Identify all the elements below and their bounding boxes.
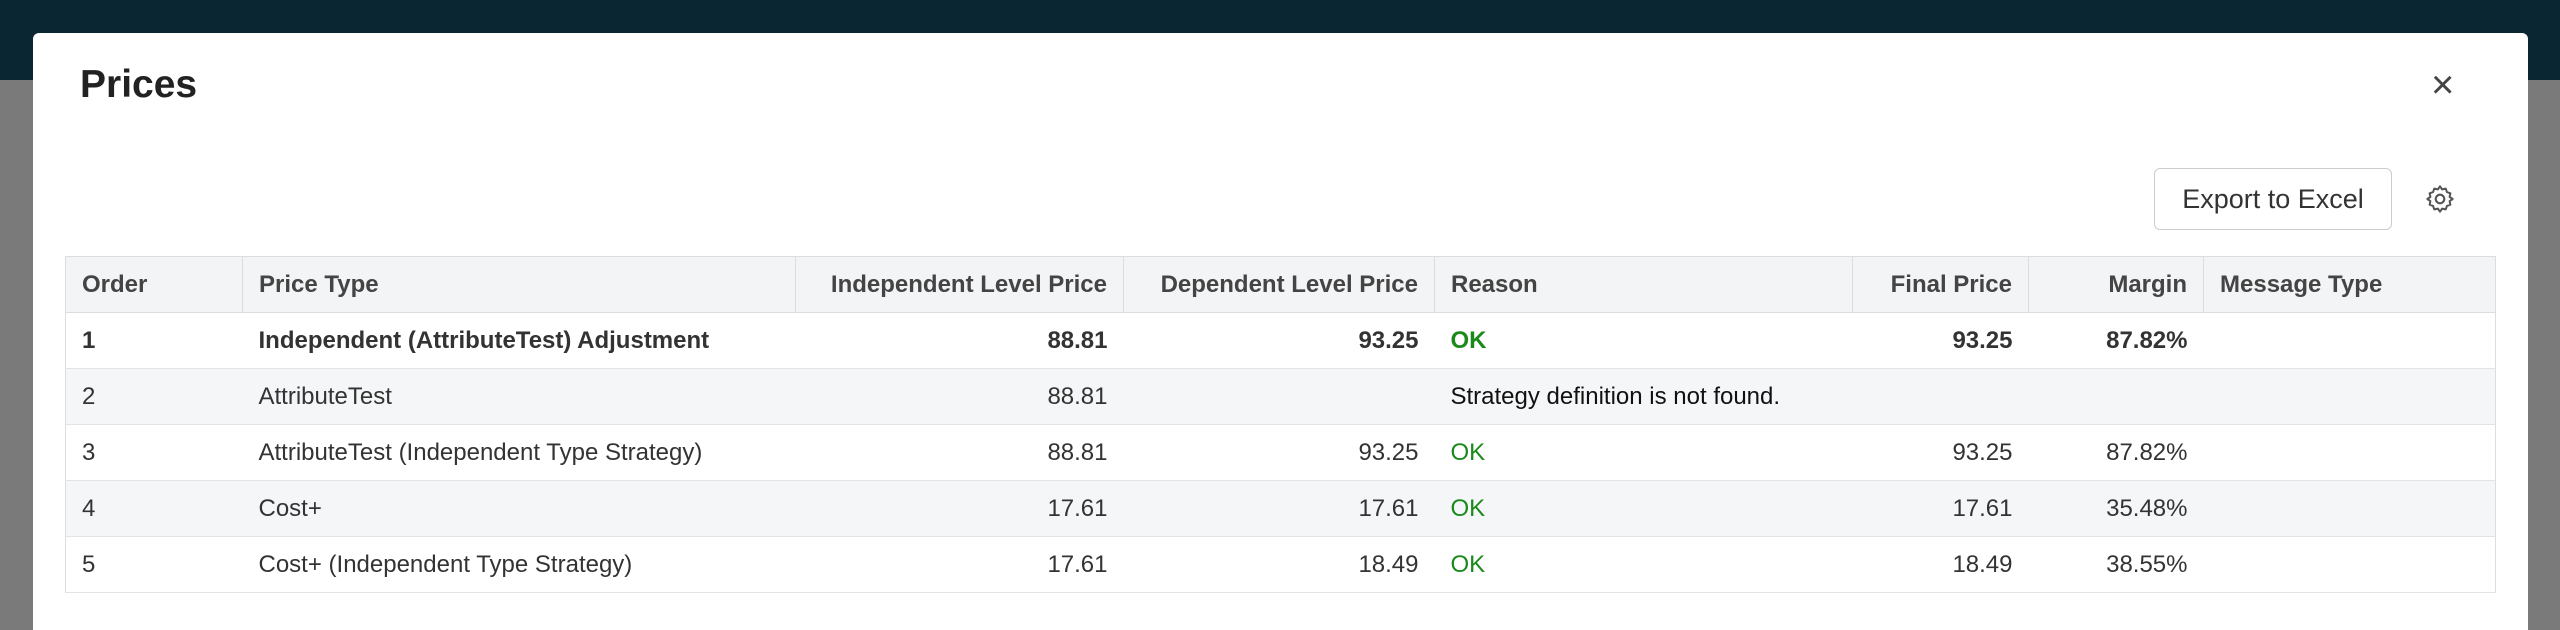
table-cell: OK <box>1434 312 1853 369</box>
table-cell: AttributeTest <box>242 368 796 425</box>
header-row: Order Price Type Independent Level Price De… <box>65 256 2496 313</box>
table-cell: 17.61 <box>1123 480 1435 537</box>
cell-text: 38.55% <box>2106 550 2188 578</box>
table-cell: Independent (AttributeTest) Adjustment <box>242 312 796 369</box>
cell-text: 3 <box>82 438 96 466</box>
cell-text: 93.25 <box>1358 438 1419 466</box>
cell-text: 93.25 <box>1952 326 2013 354</box>
table-cell: AttributeTest (Independent Type Strategy… <box>242 424 796 481</box>
table-cell <box>1123 368 1435 425</box>
table-cell <box>1852 368 2029 425</box>
cell-text: 87.82% <box>2106 326 2188 354</box>
table-cell: 17.61 <box>795 480 1124 537</box>
table-row: 4 Cost+ 17.61 17.61 OK 17.61 35.48% <box>65 480 2496 537</box>
cell-text: 1 <box>82 326 96 354</box>
table-cell: OK <box>1434 536 1853 593</box>
cell-text: 17.61 <box>1952 494 2013 522</box>
table-cell: 17.61 <box>795 536 1124 593</box>
column-header: Message Type <box>2203 256 2496 313</box>
table-cell: Strategy definition is not found. <box>1434 368 1853 425</box>
table-cell: 1 <box>65 312 243 369</box>
table-cell: 93.25 <box>1123 424 1435 481</box>
cell-text: Cost+ (Independent Type Strategy) <box>258 550 633 578</box>
column-header: Reason <box>1434 256 1853 313</box>
reason: OK <box>1450 550 1486 578</box>
cell-text: AttributeTest <box>258 382 392 410</box>
table-cell: Cost+ (Independent Type Strategy) <box>242 536 796 593</box>
table-row: 2 AttributeTest 88.81 Strategy definition i… <box>65 368 2496 425</box>
cell-text: 88.81 <box>1047 382 1108 410</box>
column-header: Dependent Level Price <box>1123 256 1435 313</box>
table-cell: 93.25 <box>1852 424 2029 481</box>
table-cell: 87.82% <box>2028 312 2204 369</box>
table-cell <box>2203 480 2496 537</box>
table-cell: 35.48% <box>2028 480 2204 537</box>
column-header: Price Type <box>242 256 796 313</box>
reason: OK <box>1450 438 1486 466</box>
cell-text: 18.49 <box>1358 550 1419 578</box>
table-cell <box>2028 368 2204 425</box>
column-header: Margin <box>2028 256 2204 313</box>
table-cell: 5 <box>65 536 243 593</box>
column-header: Order <box>65 256 243 313</box>
reason: OK <box>1450 326 1487 354</box>
table-cell: 88.81 <box>795 368 1124 425</box>
cell-text: 17.61 <box>1358 494 1419 522</box>
cell-text: 17.61 <box>1047 494 1108 522</box>
cell-text: 17.61 <box>1047 550 1108 578</box>
table-cell <box>2203 368 2496 425</box>
cell-text: 88.81 <box>1047 326 1108 354</box>
cell-text: Independent (AttributeTest) Adjustment <box>258 326 710 354</box>
table-cell <box>2203 536 2496 593</box>
reason: Strategy definition is not found. <box>1450 382 1781 410</box>
table-cell: Cost+ <box>242 480 796 537</box>
table-cell: 2 <box>65 368 243 425</box>
table-cell: 88.81 <box>795 424 1124 481</box>
cell-text: 35.48% <box>2106 494 2188 522</box>
settings-icon[interactable] <box>2424 183 2456 215</box>
cell-text: 4 <box>82 494 96 522</box>
table-cell <box>2203 424 2496 481</box>
table-cell: OK <box>1434 424 1853 481</box>
table-cell: 18.49 <box>1123 536 1435 593</box>
modal: Prices × Export to Excel Order Price Type… <box>33 33 2528 630</box>
table-cell <box>2203 312 2496 369</box>
table-row: 1 Independent (AttributeTest) Adjustment 8… <box>65 312 2496 369</box>
prices-table: Order Price Type Independent Level Price De… <box>65 256 2496 593</box>
table-cell: 38.55% <box>2028 536 2204 593</box>
cell-text: 87.82% <box>2106 438 2188 466</box>
cell-text: 88.81 <box>1047 438 1108 466</box>
column-header: Final Price <box>1852 256 2029 313</box>
table-cell: 4 <box>65 480 243 537</box>
table-cell: 93.25 <box>1123 312 1435 369</box>
cell-text: AttributeTest (Independent Type Strategy… <box>258 438 703 466</box>
cell-text: 93.25 <box>1358 326 1419 354</box>
cell-text: 5 <box>82 550 96 578</box>
modal-title: Prices <box>80 63 198 106</box>
table-cell: 88.81 <box>795 312 1124 369</box>
reason: OK <box>1450 494 1486 522</box>
table-cell: OK <box>1434 480 1853 537</box>
cell-text: Cost+ <box>258 494 322 522</box>
table-cell: 93.25 <box>1852 312 2029 369</box>
cell-text: 93.25 <box>1952 438 2013 466</box>
cell-text: 18.49 <box>1952 550 2013 578</box>
table-row: 3 AttributeTest (Independent Type Strateg… <box>65 424 2496 481</box>
table-cell: 17.61 <box>1852 480 2029 537</box>
cell-text: 2 <box>82 382 96 410</box>
table-cell: 18.49 <box>1852 536 2029 593</box>
table-row: 5 Cost+ (Independent Type Strategy) 17.61 1… <box>65 536 2496 593</box>
table-cell: 3 <box>65 424 243 481</box>
close-button[interactable]: × <box>2431 63 2455 107</box>
export-button[interactable]: Export to Excel <box>2154 168 2392 230</box>
table-cell: 87.82% <box>2028 424 2204 481</box>
column-header: Independent Level Price <box>795 256 1124 313</box>
